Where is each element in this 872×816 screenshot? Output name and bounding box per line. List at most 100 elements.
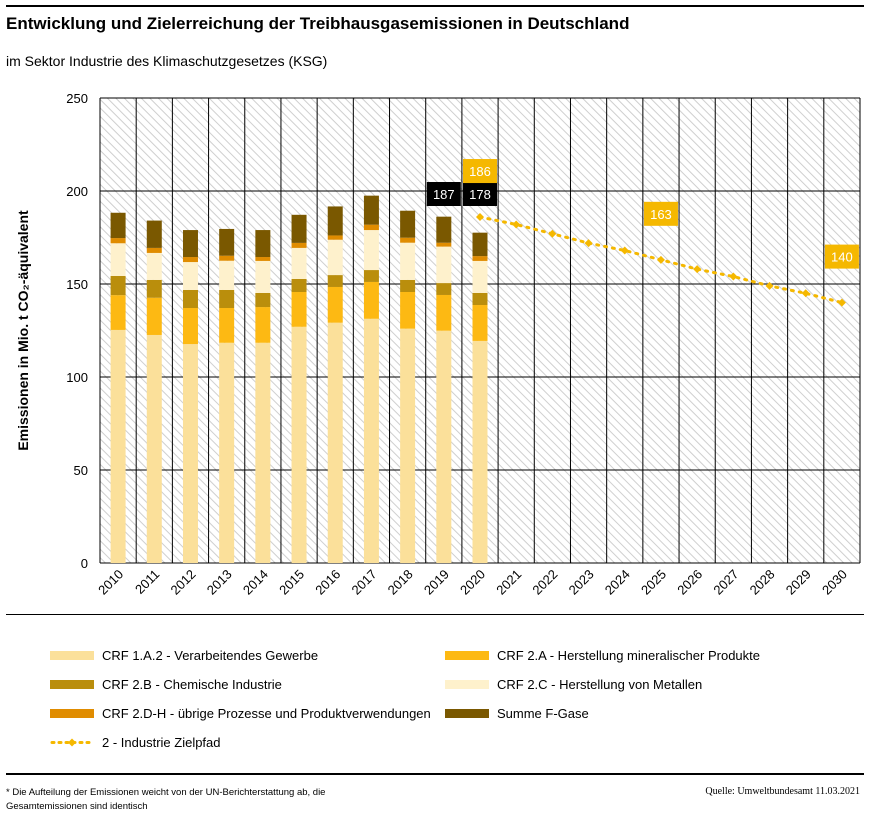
legend-item: CRF 2.B - Chemische Industrie	[50, 677, 282, 692]
bar-segment	[182, 257, 198, 263]
footer-rule	[6, 773, 864, 775]
bar-segment	[219, 342, 235, 563]
legend-item: CRF 2.C - Herstellung von Metallen	[445, 677, 702, 692]
x-tick-label: 2024	[602, 567, 633, 598]
legend-swatch	[50, 651, 94, 660]
x-tick-label: 2019	[421, 567, 452, 598]
x-tick-label: 2016	[312, 567, 343, 598]
x-tick-label: 2026	[674, 567, 705, 598]
bar-segment	[291, 247, 307, 279]
bar-segment	[182, 344, 198, 563]
page-subtitle: im Sektor Industrie des Klimaschutzgeset…	[6, 53, 328, 69]
bar-segment	[255, 257, 271, 261]
bar-segment	[255, 260, 271, 293]
legend-item: Summe F-Gase	[445, 706, 589, 721]
target-path-marker	[476, 213, 484, 222]
y-tick-label: 100	[66, 370, 88, 385]
target-path-marker	[548, 229, 557, 238]
x-tick-label: 2010	[95, 567, 126, 598]
bar-segment	[363, 195, 379, 225]
bar-segment	[436, 294, 452, 331]
bar-segment	[291, 326, 307, 563]
bar-segment	[472, 260, 488, 293]
bar-segment	[110, 212, 126, 239]
bar-segment	[436, 246, 452, 284]
bar-segment	[219, 289, 235, 308]
legend-item: CRF 1.A.2 - Verarbeitendes Gewerbe	[50, 648, 318, 663]
target-path-marker	[620, 246, 629, 255]
bar-segment	[400, 291, 416, 329]
x-tick-label: 2011	[132, 567, 162, 597]
target-label-box	[824, 244, 859, 269]
x-tick-label: 2027	[710, 567, 741, 598]
target-path-marker	[765, 281, 774, 290]
bar-segment	[327, 235, 343, 240]
legend-swatch	[445, 651, 489, 660]
target-path-marker	[584, 239, 593, 248]
bar-segment	[255, 230, 271, 258]
bar-segment	[219, 307, 235, 343]
bar-segment	[219, 260, 235, 290]
y-tick-label: 50	[74, 463, 88, 478]
target-path-marker	[729, 272, 738, 281]
total-label-box	[463, 182, 497, 206]
top-rule	[6, 5, 864, 7]
bar-segment	[436, 330, 452, 563]
y-tick-label: 0	[81, 556, 88, 571]
page-title: Entwicklung und Zielerreichung der Treib…	[6, 14, 630, 33]
legend-label: CRF 2.D-H - übrige Prozesse und Produktv…	[102, 706, 431, 721]
bar-segment	[110, 238, 126, 244]
bar-segment	[146, 334, 162, 563]
bar-segment	[472, 256, 488, 261]
footnote: * Die Aufteilung der Emissionen weicht v…	[6, 787, 326, 812]
y-tick-label: 200	[66, 184, 88, 199]
bar-segment	[291, 214, 307, 243]
bar-segment	[363, 318, 379, 563]
legend-top-rule	[6, 614, 864, 615]
bar-segment	[146, 297, 162, 335]
target-label-box	[643, 201, 678, 226]
bar-segment	[182, 289, 198, 308]
bar-segment	[363, 230, 379, 271]
x-tick-label: 2022	[529, 567, 560, 598]
legend-item-target-path: 2 - Industrie Zielpfad	[50, 735, 221, 750]
bar-segment	[327, 239, 343, 276]
target-path-marker	[801, 289, 810, 298]
legend-dotted-line-icon	[50, 738, 94, 747]
y-tick-label: 150	[66, 277, 88, 292]
bar-segment	[400, 279, 416, 292]
target-label: 140	[831, 250, 853, 265]
source-note: Quelle: Umweltbundesamt 11.03.2021	[705, 786, 860, 797]
x-tick-label: 2012	[168, 567, 199, 598]
bar-segment	[110, 243, 126, 277]
legend-label: 2 - Industrie Zielpfad	[102, 735, 221, 750]
x-tick-label: 2023	[566, 567, 597, 598]
target-path-marker	[693, 265, 702, 274]
bar-segment	[146, 247, 162, 253]
legend-item: CRF 2.D-H - übrige Prozesse und Produktv…	[50, 706, 431, 721]
legend-swatch	[50, 680, 94, 689]
bar-segment	[219, 228, 235, 256]
bar-segment	[400, 210, 416, 238]
bar-segment	[182, 307, 198, 345]
target-path-marker	[837, 298, 846, 307]
bar-segment	[472, 232, 488, 257]
bar-segment	[255, 342, 271, 563]
bar-segment	[363, 270, 379, 282]
bar-segment	[182, 262, 198, 290]
bar-segment	[146, 252, 162, 280]
x-tick-label: 2020	[457, 567, 488, 598]
total-label: 178	[469, 187, 491, 202]
bar-segment	[472, 340, 488, 563]
bar-segment	[291, 291, 307, 327]
x-tick-label: 2013	[204, 567, 235, 598]
x-tick-label: 2018	[385, 567, 416, 598]
bar-segment	[436, 242, 452, 247]
legend-swatch	[50, 709, 94, 718]
x-tick-label: 2029	[783, 567, 814, 598]
total-label-box	[426, 182, 461, 206]
legend-label: CRF 1.A.2 - Verarbeitendes Gewerbe	[102, 648, 319, 663]
bar-segment	[291, 278, 307, 292]
x-tick-label: 2021	[493, 567, 524, 598]
